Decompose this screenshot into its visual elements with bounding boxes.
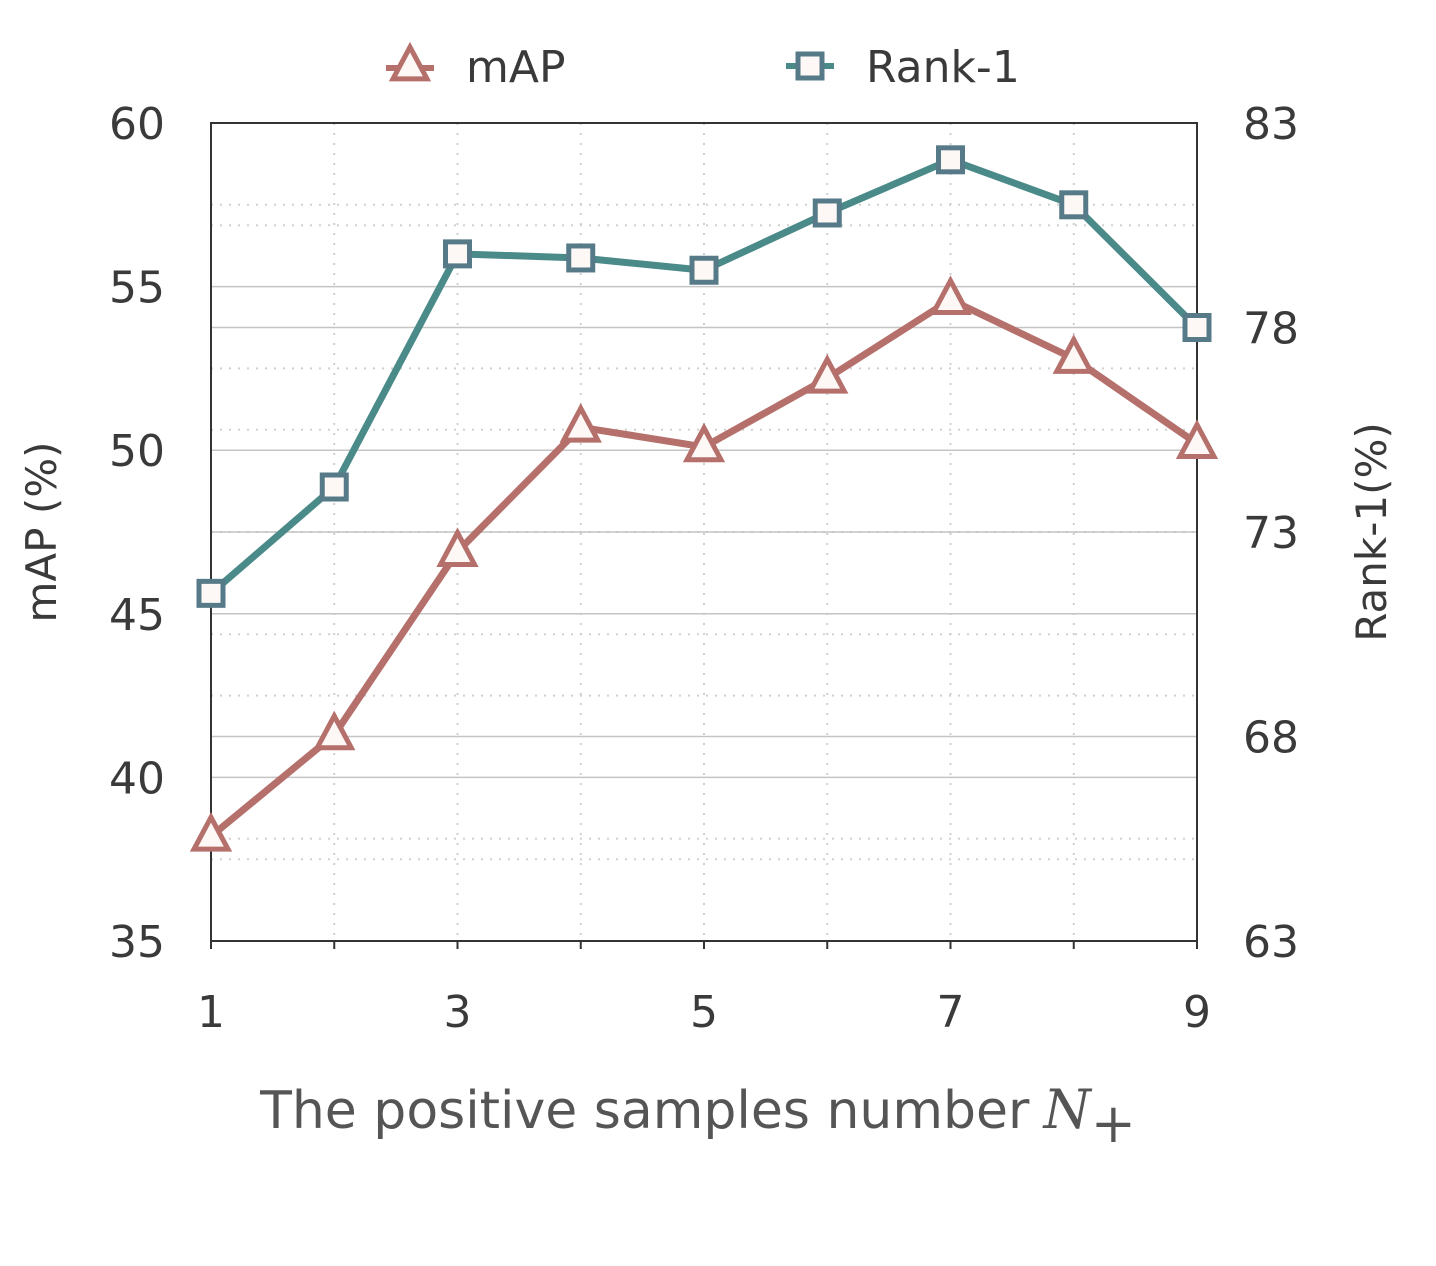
x-axis-title-text: The positive samples number (259, 1081, 1030, 1141)
legend-rank-1-label: Rank-1 (866, 42, 1020, 93)
x-tick-label: 5 (690, 987, 718, 1038)
map-point (559, 403, 602, 443)
rank-1-point (936, 145, 965, 175)
legend-map-triangle-icon (388, 41, 432, 82)
x-tick-label: 3 (444, 987, 472, 1038)
legend-map-label: mAP (466, 42, 566, 93)
map-point (189, 812, 233, 852)
y-left-tick-label: 35 (109, 917, 165, 968)
y-left-tick-label: 55 (109, 263, 165, 314)
x-tick-label: 9 (1183, 987, 1211, 1038)
series-layer (189, 145, 1219, 852)
x-axis-title: The positive samples number N+ (259, 1078, 1136, 1155)
x-axis-title-subscript: + (1091, 1092, 1136, 1155)
rank-1-point (196, 578, 226, 608)
map-point (1175, 419, 1219, 460)
y-right-tick-label: 68 (1243, 713, 1299, 764)
legend: mAP Rank-1 (386, 41, 1020, 93)
legend-rank-1-square-icon (795, 51, 825, 81)
rank-1-point (443, 239, 472, 269)
y-right-tick-label: 63 (1243, 917, 1299, 968)
legend-item-map: mAP (386, 41, 566, 93)
x-tick-label: 7 (937, 987, 965, 1038)
map-point (806, 353, 849, 394)
y-left-tick-label: 40 (109, 753, 165, 804)
grid-lines (210, 122, 1198, 942)
y-axis-right-title: Rank-1(%) (1347, 422, 1396, 642)
x-tick-label: 1 (197, 987, 225, 1038)
rank-1-point (319, 472, 349, 502)
y-right-tick-label: 83 (1243, 99, 1299, 150)
map-point (929, 275, 972, 316)
y-left-tick-label: 50 (109, 426, 165, 477)
y-right-tick-label: 78 (1243, 304, 1299, 355)
x-axis-title-symbol: N (1041, 1078, 1092, 1141)
rank-1-point (689, 255, 719, 285)
map-point (436, 527, 479, 567)
y-right-tick-label: 73 (1243, 508, 1299, 559)
y-axis-left-title: mAP (%) (17, 441, 66, 622)
rank-1-point (812, 198, 842, 228)
rank-1-point (1059, 190, 1089, 220)
legend-item-rank-1: Rank-1 (786, 42, 1020, 93)
rank-1-point (1182, 313, 1212, 342)
map-series-line (208, 296, 1199, 839)
y-left-tick-label: 60 (109, 99, 165, 150)
map-point (1052, 334, 1095, 374)
y-left-tick-label: 45 (109, 590, 165, 641)
map-point (313, 710, 356, 751)
rank-1-point (566, 243, 596, 273)
map-point (682, 422, 726, 463)
